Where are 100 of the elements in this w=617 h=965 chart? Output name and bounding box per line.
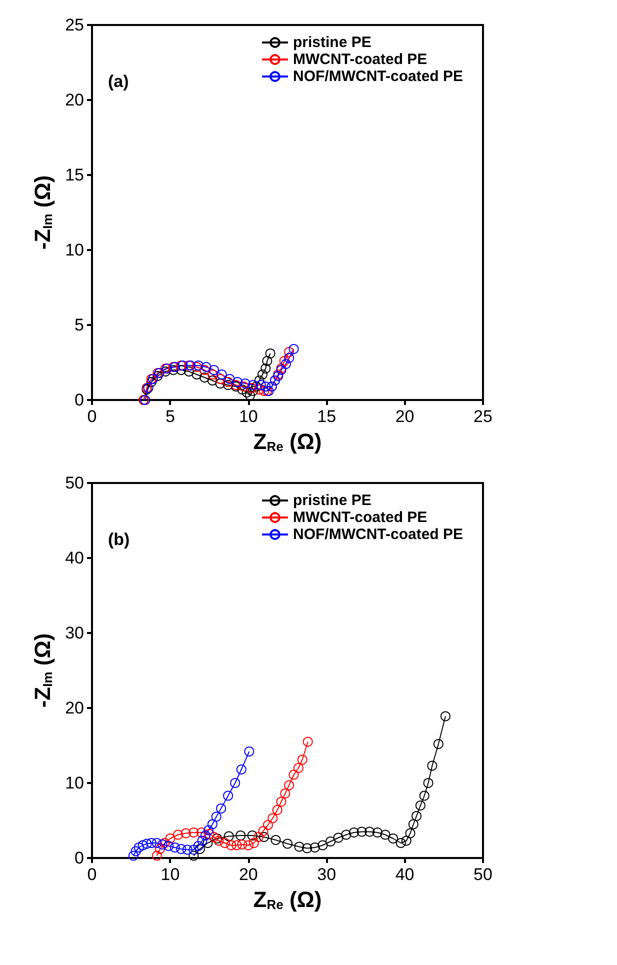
point xyxy=(134,842,144,852)
point xyxy=(214,836,224,846)
point xyxy=(254,376,264,386)
x-tick-label: 20 xyxy=(238,865,258,884)
point xyxy=(212,834,222,844)
point xyxy=(188,850,199,861)
point xyxy=(188,828,199,838)
point xyxy=(215,374,226,384)
point xyxy=(257,370,268,380)
point xyxy=(176,365,186,375)
point xyxy=(176,844,186,854)
point xyxy=(280,359,291,369)
point xyxy=(236,830,246,840)
point xyxy=(288,770,299,780)
x-tick-label: 50 xyxy=(474,865,492,884)
point xyxy=(155,844,166,854)
y-tick-label: 50 xyxy=(65,474,84,492)
x-tick-label: 15 xyxy=(317,407,336,426)
point xyxy=(251,382,262,392)
point xyxy=(236,764,246,774)
point xyxy=(401,836,412,846)
point xyxy=(433,739,444,749)
point xyxy=(230,778,240,788)
point xyxy=(297,754,308,765)
point xyxy=(326,836,336,846)
point xyxy=(423,778,434,788)
legend-label: pristine PE xyxy=(293,492,372,509)
point xyxy=(270,835,281,845)
point xyxy=(254,384,264,394)
point xyxy=(207,819,218,830)
y-axis-title: -ZIm (Ω) xyxy=(30,175,55,250)
point xyxy=(380,830,390,840)
point xyxy=(341,830,352,840)
point xyxy=(415,800,426,810)
point xyxy=(194,844,205,854)
y-tick-label: 10 xyxy=(65,774,84,792)
point xyxy=(258,826,268,836)
point xyxy=(130,846,141,856)
point xyxy=(243,840,254,850)
x-tick-label: 0 xyxy=(87,865,97,884)
y-axis-title: -ZIm (Ω) xyxy=(30,633,55,708)
point xyxy=(215,378,226,388)
x-tick-label: 40 xyxy=(395,865,414,884)
point xyxy=(223,377,234,387)
point xyxy=(259,832,270,842)
x-axis-title: ZRe (Ω) xyxy=(253,429,322,454)
point xyxy=(318,840,328,850)
point xyxy=(232,377,242,387)
point xyxy=(440,711,450,722)
y-tick-label: 25 xyxy=(65,16,84,34)
point xyxy=(348,828,359,838)
point xyxy=(412,811,422,821)
point xyxy=(364,826,375,837)
point xyxy=(247,830,258,840)
point xyxy=(248,386,258,396)
point xyxy=(238,382,249,392)
y-tick-label: 15 xyxy=(65,166,84,184)
point xyxy=(279,356,290,366)
point xyxy=(405,828,416,838)
point xyxy=(160,366,171,376)
point xyxy=(408,819,418,830)
point xyxy=(259,386,270,396)
y-tick-label: 40 xyxy=(65,548,84,568)
point xyxy=(152,371,163,381)
point xyxy=(268,813,278,824)
x-tick-label: 5 xyxy=(165,407,175,426)
point xyxy=(237,840,248,850)
point xyxy=(248,380,258,390)
point xyxy=(164,841,174,851)
point xyxy=(288,344,299,354)
point xyxy=(237,384,248,394)
point xyxy=(242,388,252,398)
point xyxy=(396,838,406,848)
point xyxy=(204,825,214,836)
point xyxy=(310,842,320,852)
legend-label: MWCNT-coated PE xyxy=(293,509,428,526)
point xyxy=(223,790,234,801)
x-tick-label: 10 xyxy=(238,407,258,426)
x-axis-title: ZRe (Ω) xyxy=(253,887,322,912)
point xyxy=(240,378,250,388)
point xyxy=(260,364,271,374)
y-tick-label: 5 xyxy=(74,316,84,334)
annotation: (a) xyxy=(108,72,129,91)
y-tick-label: 30 xyxy=(65,624,84,642)
point xyxy=(262,820,273,830)
x-tick-label: 25 xyxy=(474,407,492,426)
point xyxy=(302,843,312,854)
point xyxy=(388,834,398,844)
y-tick-label: 0 xyxy=(74,390,84,410)
x-tick-label: 0 xyxy=(87,407,97,426)
point xyxy=(356,826,367,837)
point xyxy=(211,812,222,822)
point xyxy=(272,805,282,815)
point xyxy=(146,838,156,848)
point xyxy=(168,365,178,375)
point xyxy=(246,383,257,393)
point xyxy=(293,763,304,773)
point xyxy=(284,347,294,357)
x-tick-label: 10 xyxy=(160,865,180,884)
point xyxy=(216,804,226,814)
